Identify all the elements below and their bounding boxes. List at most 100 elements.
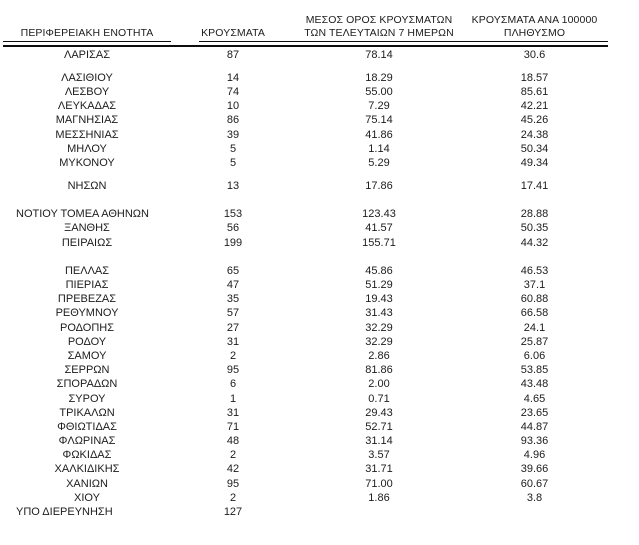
table-row: ΞΑΝΘΗΣ 56 41.57 50.35 [3, 222, 608, 236]
avg-7-days-cell: 31.43 [365, 307, 393, 320]
table-row: ΦΩΚΙΔΑΣ 2 3.57 4.96 [3, 449, 608, 463]
per-100k-cell: 37.1 [523, 279, 546, 292]
avg-7-days-cell: 17.86 [365, 180, 393, 193]
per-100k-cell: 53.85 [520, 364, 549, 377]
region-name-cell: ΡΕΘΥΜΝΟΥ [55, 307, 119, 320]
region-name-cell: ΛΑΡΙΣΑΣ [63, 48, 110, 61]
region-name-cell: ΜΑΓΝΗΣΙΑΣ [55, 114, 119, 127]
table-row: ΤΡΙΚΑΛΩΝ 31 29.43 23.65 [3, 406, 608, 420]
per-100k-cell: 42.21 [520, 100, 549, 113]
cases-cell: 10 [226, 100, 240, 113]
region-name-cell: ΛΕΥΚΑΔΑΣ [57, 100, 117, 113]
region-name-cell: ΧΑΛΚΙΔΙΚΗΣ [54, 463, 120, 476]
cases-cell: 57 [226, 307, 240, 320]
table-row: ΦΛΩΡΙΝΑΣ 48 31.14 93.36 [3, 435, 608, 449]
table-row: ΛΑΡΙΣΑΣ 87 78.14 30.6 [3, 48, 608, 62]
avg-7-days-cell: 7.29 [368, 100, 390, 113]
region-name-cell: ΦΩΚΙΔΑΣ [62, 449, 112, 462]
table-row: ΧΑΛΚΙΔΙΚΗΣ 42 31.71 39.66 [3, 463, 608, 477]
per-100k-cell: 93.36 [520, 435, 549, 448]
table-row: ΧΑΝΙΩΝ 95 71.00 60.67 [3, 477, 608, 491]
table-row: ΠΕΙΡΑΙΩΣ 199 155.71 44.32 [3, 236, 608, 250]
table-row: ΝΗΣΩΝ 13 17.86 17.41 [3, 180, 608, 194]
avg-7-days-cell: 18.29 [365, 71, 393, 84]
header-region: ΠΕΡΙΦΕΡΕΙΑΚΗ ΕΝΟΤΗΤΑ [20, 26, 154, 39]
cases-cell: 74 [226, 85, 240, 98]
avg-7-days-cell: 5.29 [368, 156, 390, 169]
per-100k-cell: 45.26 [520, 114, 549, 127]
avg-7-days-cell: 2.00 [368, 378, 390, 391]
per-100k-cell: 43.48 [520, 378, 549, 391]
region-name-cell: ΞΑΝΘΗΣ [64, 222, 110, 235]
avg-7-days-cell: 52.71 [365, 420, 393, 433]
cases-cell: 5 [229, 156, 237, 169]
region-name-cell: ΣΥΡΟΥ [68, 392, 106, 405]
table-row [3, 62, 608, 71]
avg-7-days-cell: 78.14 [365, 48, 393, 61]
cases-cell: 31 [226, 406, 240, 419]
table-row: ΝΟΤΙΟΥ ΤΟΜΕΑ ΑΘΗΝΩΝ 153 123.43 28.88 [3, 208, 608, 222]
table-row [3, 250, 608, 264]
cases-cell: 6 [229, 378, 237, 391]
cases-cell: 2 [229, 349, 237, 362]
per-100k-cell: 4.96 [523, 449, 546, 462]
table-row: ΜΕΣΣΗΝΙΑΣ 39 41.86 24.38 [3, 128, 608, 142]
table-row: ΠΙΕΡΙΑΣ 47 51.29 37.1 [3, 278, 608, 292]
region-name-cell: ΥΠΟ ΔΙΕΡΕΥΝΗΣΗ [16, 506, 113, 519]
per-100k-cell: 4.65 [523, 392, 546, 405]
per-100k-cell: 23.65 [520, 406, 549, 419]
avg-7-days-cell: 32.29 [365, 335, 393, 348]
cases-cell: 1 [229, 392, 237, 405]
header-underline-left [3, 41, 171, 42]
per-100k-cell: 50.34 [520, 142, 549, 155]
region-name-cell: ΦΛΩΡΙΝΑΣ [58, 435, 116, 448]
avg-7-days-cell: 1.86 [368, 491, 390, 504]
table-body: ΛΑΡΙΣΑΣ 87 78.14 30.6 ΛΑΣΙΘΙΟΥ 14 18.29 … [3, 48, 608, 520]
table-row: ΜΑΓΝΗΣΙΑΣ 86 75.14 45.26 [3, 114, 608, 128]
avg-7-days-cell: 29.43 [365, 406, 393, 419]
table-row: ΠΕΛΛΑΣ 65 45.86 46.53 [3, 264, 608, 278]
table-row: ΦΘΙΩΤΙΔΑΣ 71 52.71 44.87 [3, 420, 608, 434]
region-name-cell: ΣΕΡΡΩΝ [64, 364, 110, 377]
table-row: ΣΕΡΡΩΝ 95 81.86 53.85 [3, 364, 608, 378]
avg-7-days-cell: 32.29 [365, 321, 393, 334]
per-100k-cell: 85.61 [520, 85, 549, 98]
per-100k-cell: 25.87 [520, 335, 549, 348]
per-100k-cell: 50.35 [520, 222, 549, 235]
avg-7-days-cell: 31.14 [365, 435, 393, 448]
per-100k-cell: 44.32 [520, 236, 549, 249]
cases-cell: 5 [229, 142, 237, 155]
header-avg-7-days: ΜΕΣΟΣ ΟΡΟΣ ΚΡΟΥΣΜΑΤΩΝ ΤΩΝ ΤΕΛΕΥΤΑΙΩΝ 7 Η… [304, 14, 454, 39]
avg-7-days-cell: 41.57 [365, 222, 393, 235]
region-name-cell: ΜΕΣΣΗΝΙΑΣ [55, 128, 119, 141]
header-divider-rule [3, 45, 608, 47]
table-row: ΣΥΡΟΥ 1 0.71 4.65 [3, 392, 608, 406]
cases-cell: 31 [226, 335, 240, 348]
region-name-cell: ΝΟΤΙΟΥ ΤΟΜΕΑ ΑΘΗΝΩΝ [16, 208, 149, 221]
table-row: ΛΕΥΚΑΔΑΣ 10 7.29 42.21 [3, 100, 608, 114]
cases-cell: 2 [229, 491, 237, 504]
table-row: ΜΗΛΟΥ 5 1.14 50.34 [3, 142, 608, 156]
table-row: ΡΟΔΟΥ 31 32.29 25.87 [3, 335, 608, 349]
table-row: ΣΠΟΡΑΔΩΝ 6 2.00 43.48 [3, 378, 608, 392]
avg-7-days-cell: 41.86 [365, 128, 393, 141]
region-name-cell: ΝΗΣΩΝ [67, 180, 107, 193]
per-100k-cell: 66.58 [520, 307, 549, 320]
header-underline-right [199, 41, 608, 42]
region-name-cell: ΠΙΕΡΙΑΣ [65, 279, 109, 292]
per-100k-cell: 24.38 [520, 128, 549, 141]
header-cases: ΚΡΟΥΣΜΑΤΑ [201, 26, 265, 39]
cases-cell: 42 [226, 463, 240, 476]
cases-cell: 27 [226, 321, 240, 334]
table-row: ΜΥΚΟΝΟΥ 5 5.29 49.34 [3, 156, 608, 170]
avg-7-days-cell: 71.00 [365, 477, 393, 490]
avg-7-days-cell: 123.43 [362, 208, 396, 221]
avg-7-days-cell: 45.86 [365, 264, 393, 277]
table-row [3, 194, 608, 208]
per-100k-cell: 46.53 [520, 264, 549, 277]
region-name-cell: ΛΕΣΒΟΥ [64, 85, 110, 98]
avg-7-days-cell: 2.86 [368, 349, 390, 362]
avg-7-days-cell: 51.29 [365, 279, 393, 292]
cases-cell: 47 [226, 279, 240, 292]
